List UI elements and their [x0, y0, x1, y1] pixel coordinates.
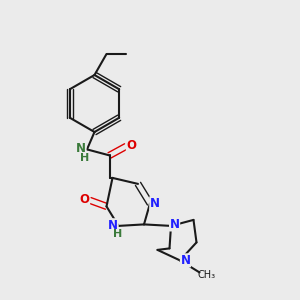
Text: N: N [150, 197, 160, 210]
Text: N: N [169, 218, 180, 231]
Text: H: H [113, 229, 122, 239]
Text: N: N [108, 219, 118, 232]
Text: N: N [76, 142, 86, 155]
Text: N: N [180, 254, 190, 267]
Text: CH₃: CH₃ [197, 270, 215, 280]
Text: O: O [126, 139, 136, 152]
Text: H: H [80, 153, 89, 163]
Text: O: O [80, 193, 90, 206]
